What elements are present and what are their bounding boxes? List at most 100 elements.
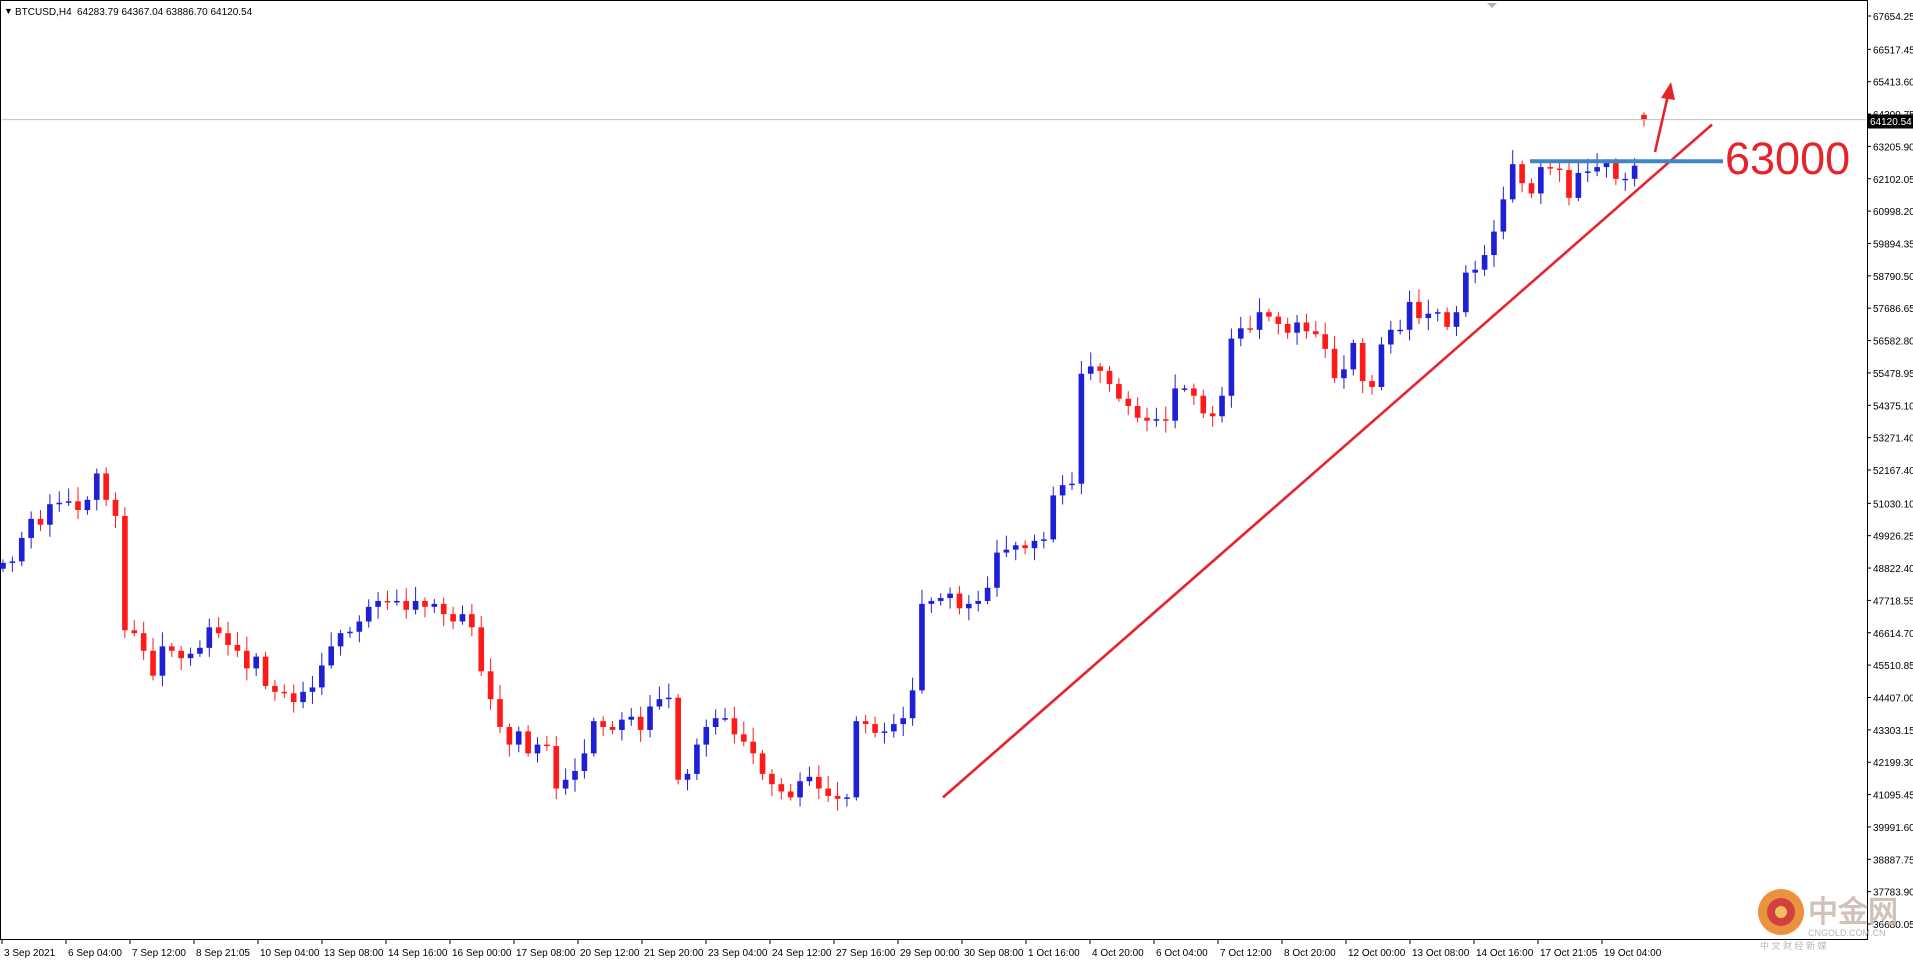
candle-body bbox=[178, 650, 184, 659]
candle-body bbox=[1012, 545, 1019, 550]
candlestick-series bbox=[0, 112, 1647, 811]
price-tick-label: 38887.75 bbox=[1873, 855, 1913, 866]
candle-body bbox=[787, 791, 794, 798]
candle-body bbox=[0, 562, 6, 569]
candle-body bbox=[319, 665, 325, 688]
current-price-tag-text: 64120.54 bbox=[1870, 117, 1912, 128]
time-tick-label: 30 Sep 08:00 bbox=[964, 948, 1024, 959]
candle-body bbox=[1641, 114, 1647, 120]
price-tick-label: 57686.65 bbox=[1873, 304, 1913, 315]
candle-body bbox=[1294, 322, 1300, 333]
candle-body bbox=[1603, 162, 1610, 168]
candle-body bbox=[1237, 328, 1244, 339]
candle-body bbox=[740, 734, 747, 742]
ohlc-values: 64283.79 64367.04 63886.70 64120.54 bbox=[77, 7, 253, 18]
candle-body bbox=[328, 646, 335, 666]
menu-arrow-icon[interactable]: ▼ bbox=[4, 6, 13, 16]
candle-body bbox=[684, 773, 691, 780]
candle-body bbox=[525, 731, 531, 754]
candle-body bbox=[628, 716, 635, 720]
candle-body bbox=[140, 633, 147, 651]
candle-body bbox=[506, 727, 513, 745]
candle-body bbox=[131, 630, 138, 634]
candle-body bbox=[1416, 301, 1422, 319]
watermark: 中金网 CNGOLD.COM.CN 中 文 财 经 新 媒 bbox=[1758, 889, 1898, 951]
candle-body bbox=[1256, 312, 1263, 330]
trendline[interactable] bbox=[942, 123, 1713, 799]
time-tick-label: 8 Sep 21:05 bbox=[196, 948, 250, 959]
candle-body bbox=[703, 727, 710, 745]
candle-body bbox=[1050, 495, 1057, 540]
candle-body bbox=[1547, 167, 1554, 169]
candle-body bbox=[1041, 539, 1047, 541]
price-tick-label: 60998.20 bbox=[1873, 207, 1913, 218]
candle-body bbox=[1266, 312, 1272, 317]
time-tick-label: 14 Sep 16:00 bbox=[388, 948, 448, 959]
time-tick-label: 24 Sep 12:00 bbox=[772, 948, 832, 959]
time-axis: 3 Sep 2021 6 Sep 04:00 7 Sep 12:00 8 Sep 21… bbox=[1, 940, 1662, 959]
time-tick-label: 23 Sep 04:00 bbox=[708, 948, 768, 959]
candle-body bbox=[1022, 545, 1028, 549]
candle-body bbox=[290, 693, 297, 703]
time-tick-label: 3 Sep 2021 bbox=[4, 948, 56, 959]
candle-body bbox=[1106, 370, 1113, 385]
candle-body bbox=[347, 631, 353, 634]
candle-body bbox=[1500, 199, 1507, 232]
price-tick-label: 65413.60 bbox=[1873, 78, 1913, 89]
candle-body bbox=[994, 552, 1000, 588]
candle-body bbox=[272, 685, 278, 692]
candle-body bbox=[253, 656, 259, 669]
candle-body bbox=[412, 600, 419, 610]
current-price-tag-box bbox=[1868, 114, 1913, 129]
price-axis: 67654.2566517.4565413.6064309.7563205.90… bbox=[1867, 12, 1913, 931]
candle-body bbox=[1491, 231, 1497, 256]
candle-body bbox=[478, 627, 485, 672]
candle-body bbox=[1631, 165, 1638, 179]
candle-body bbox=[234, 644, 241, 651]
candle-body bbox=[1397, 329, 1404, 332]
candle-body bbox=[515, 731, 522, 745]
candle-body bbox=[1453, 312, 1460, 327]
time-tick-label: 27 Sep 16:00 bbox=[836, 948, 896, 959]
candle-body bbox=[1087, 366, 1094, 374]
candle-body bbox=[984, 587, 991, 601]
candle-body bbox=[1059, 485, 1066, 496]
candle-body bbox=[497, 699, 503, 728]
candle-body bbox=[853, 721, 860, 798]
candle-body bbox=[1181, 388, 1188, 390]
price-tick-label: 63205.90 bbox=[1873, 142, 1913, 153]
price-tick-label: 36680.05 bbox=[1873, 920, 1913, 931]
candle-body bbox=[937, 598, 944, 601]
candle-body bbox=[1275, 316, 1282, 324]
price-tick-label: 49926.25 bbox=[1873, 532, 1913, 543]
candle-body bbox=[384, 600, 391, 603]
up-arrow-head bbox=[1661, 82, 1675, 100]
candle-body bbox=[1594, 167, 1600, 172]
candle-body bbox=[1312, 331, 1319, 335]
price-tick-label: 37783.90 bbox=[1873, 888, 1913, 899]
candle-body bbox=[403, 600, 410, 610]
candle-body bbox=[956, 593, 963, 609]
price-tick-label: 39991.60 bbox=[1873, 823, 1913, 834]
candle-body bbox=[1209, 413, 1216, 417]
candle-body bbox=[300, 691, 306, 703]
price-tick-label: 56582.80 bbox=[1873, 337, 1913, 348]
candle-body bbox=[1303, 322, 1310, 332]
price-tick-label: 53271.40 bbox=[1873, 434, 1913, 445]
price-tick-label: 54375.10 bbox=[1873, 401, 1913, 412]
candle-body bbox=[797, 781, 803, 798]
price-tick-label: 45510.85 bbox=[1873, 661, 1913, 672]
candle-body bbox=[187, 653, 194, 659]
candle-body bbox=[619, 719, 625, 730]
up-arrow-icon bbox=[1653, 82, 1675, 153]
candle-body bbox=[215, 627, 222, 634]
candle-body bbox=[562, 779, 569, 789]
candle-body bbox=[712, 718, 719, 728]
candle-body bbox=[84, 499, 91, 511]
candle-body bbox=[1191, 388, 1197, 396]
candle-body bbox=[1575, 172, 1582, 198]
candle-body bbox=[422, 600, 428, 607]
current-price-tag: 64120.54 bbox=[1868, 114, 1913, 129]
